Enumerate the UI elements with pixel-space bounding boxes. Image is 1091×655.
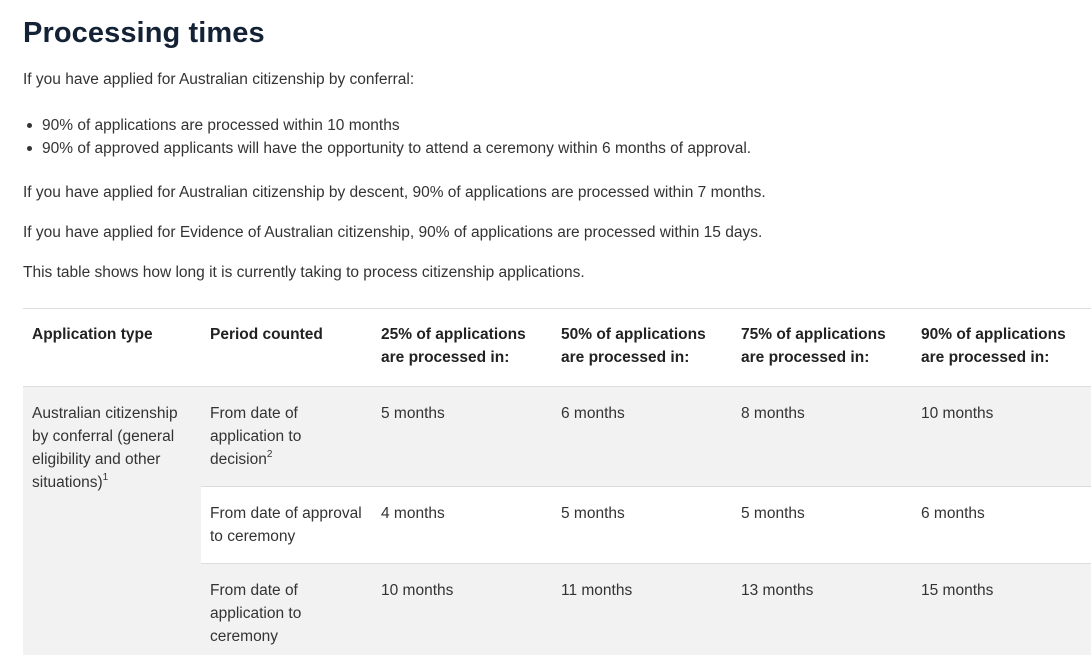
header-period-counted: Period counted — [201, 308, 372, 387]
p75-cell: 8 months — [732, 386, 912, 487]
p50-cell: 11 months — [552, 563, 732, 655]
header-75-percent: 75% of applications are processed in: — [732, 308, 912, 387]
application-type-cell: Australian citizenship by conferral (gen… — [23, 386, 201, 655]
p75-cell: 5 months — [732, 486, 912, 564]
evidence-text: If you have applied for Evidence of Aust… — [23, 224, 763, 241]
bullet-text: 90% of approved applicants will have the… — [42, 140, 752, 157]
bullet-text: 90% of applications are processed within… — [42, 117, 400, 134]
list-item: 90% of approved applicants will have the… — [23, 137, 751, 160]
period-cell: From date of approval to ceremony — [201, 486, 372, 564]
header-90-percent: 90% of applications are processed in: — [912, 308, 1091, 387]
header-50-percent: 50% of applications are processed in: — [552, 308, 732, 387]
page-title: Processing times — [23, 17, 265, 49]
period-cell: From date of application to decision2 — [201, 386, 372, 487]
p90-cell: 6 months — [912, 486, 1091, 564]
period-text: From date of application to decision — [210, 405, 302, 468]
processing-times-table: Application type Period counted 25% of a… — [23, 308, 1091, 655]
p25-cell: 10 months — [372, 563, 552, 655]
p50-cell: 6 months — [552, 386, 732, 487]
p25-cell: 5 months — [372, 386, 552, 487]
header-25-percent: 25% of applications are processed in: — [372, 308, 552, 387]
bullet-icon — [27, 146, 32, 151]
table-header-row: Application type Period counted 25% of a… — [23, 308, 1091, 387]
descent-text: If you have applied for Australian citiz… — [23, 184, 766, 201]
conferral-bullet-list: 90% of applications are processed within… — [23, 114, 751, 160]
list-item: 90% of applications are processed within… — [23, 114, 751, 137]
table-row: From date of approval to ceremony 4 mont… — [23, 486, 1091, 564]
application-type-text: Australian citizenship by conferral (gen… — [32, 405, 178, 491]
p90-cell: 10 months — [912, 386, 1091, 487]
p90-cell: 15 months — [912, 563, 1091, 655]
header-application-type: Application type — [23, 308, 201, 387]
table-row: Australian citizenship by conferral (gen… — [23, 386, 1091, 655]
table-row: From date of application to ceremony 10 … — [23, 563, 1091, 655]
footnote-marker: 1 — [102, 471, 109, 483]
bullet-icon — [27, 123, 32, 128]
p75-cell: 13 months — [732, 563, 912, 655]
conferral-intro-text: If you have applied for Australian citiz… — [23, 71, 415, 88]
table-intro-text: This table shows how long it is currentl… — [23, 264, 585, 281]
footnote-marker: 2 — [266, 448, 273, 460]
p25-cell: 4 months — [372, 486, 552, 564]
p50-cell: 5 months — [552, 486, 732, 564]
period-cell: From date of application to ceremony — [201, 563, 372, 655]
